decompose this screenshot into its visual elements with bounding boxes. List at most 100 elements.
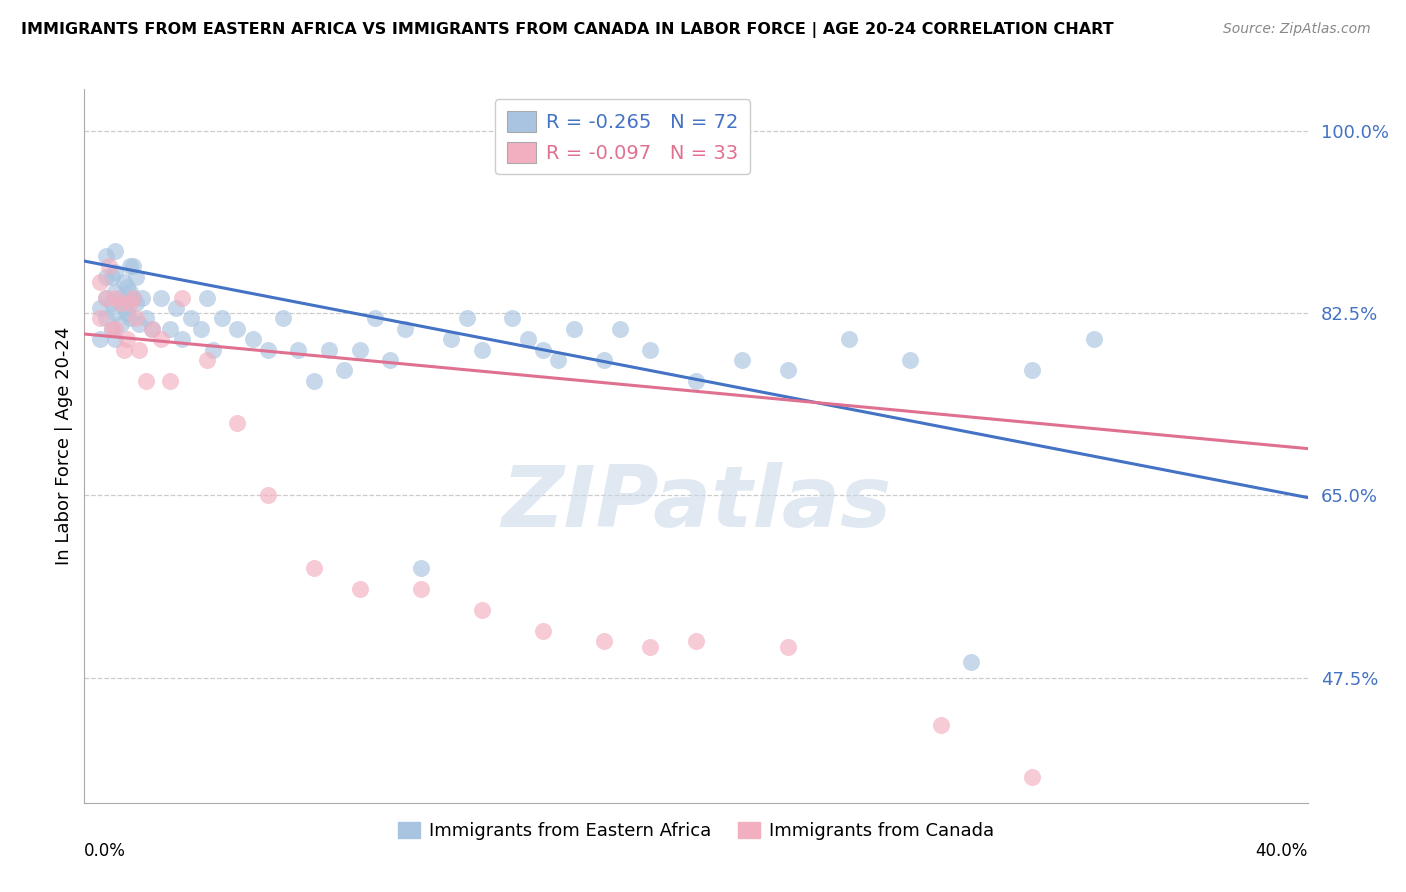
Point: [471, 603, 494, 617]
Point: [349, 582, 371, 597]
Point: [349, 343, 371, 357]
Point: [929, 717, 952, 731]
Point: [547, 353, 569, 368]
Point: [110, 295, 132, 310]
Point: [531, 343, 554, 357]
Point: [120, 311, 142, 326]
Point: [211, 311, 233, 326]
Point: [94, 291, 117, 305]
Point: [122, 291, 145, 305]
Point: [115, 332, 138, 346]
Point: [89, 301, 111, 315]
Point: [110, 291, 132, 305]
Point: [104, 244, 127, 258]
Point: [380, 353, 402, 368]
Point: [89, 311, 111, 326]
Point: [440, 332, 463, 346]
Point: [104, 291, 127, 305]
Point: [115, 280, 138, 294]
Point: [128, 317, 150, 331]
Point: [257, 488, 280, 502]
Point: [364, 311, 387, 326]
Point: [122, 260, 145, 274]
Point: [149, 291, 172, 305]
Point: [409, 561, 432, 575]
Point: [141, 322, 163, 336]
Point: [318, 343, 340, 357]
Point: [201, 343, 224, 357]
Point: [104, 332, 127, 346]
Point: [456, 311, 478, 326]
Point: [195, 353, 218, 368]
Point: [593, 634, 616, 648]
Point: [112, 301, 135, 315]
Point: [531, 624, 554, 638]
Point: [112, 275, 135, 289]
Point: [94, 311, 117, 326]
Point: [89, 275, 111, 289]
Point: [104, 306, 127, 320]
Point: [131, 291, 153, 305]
Point: [94, 291, 117, 305]
Point: [120, 260, 142, 274]
Point: [125, 295, 148, 310]
Y-axis label: In Labor Force | Age 20-24: In Labor Force | Age 20-24: [55, 326, 73, 566]
Point: [394, 322, 416, 336]
Point: [271, 311, 294, 326]
Point: [502, 311, 524, 326]
Point: [135, 311, 157, 326]
Point: [89, 332, 111, 346]
Point: [165, 301, 187, 315]
Point: [101, 295, 124, 310]
Point: [226, 322, 249, 336]
Text: Source: ZipAtlas.com: Source: ZipAtlas.com: [1223, 22, 1371, 37]
Point: [302, 374, 325, 388]
Point: [731, 353, 754, 368]
Point: [776, 640, 799, 654]
Point: [242, 332, 264, 346]
Point: [159, 374, 181, 388]
Point: [838, 332, 860, 346]
Point: [685, 634, 707, 648]
Legend: Immigrants from Eastern Africa, Immigrants from Canada: Immigrants from Eastern Africa, Immigran…: [391, 814, 1001, 847]
Point: [110, 317, 132, 331]
Point: [115, 306, 138, 320]
Point: [120, 295, 142, 310]
Point: [141, 322, 163, 336]
Point: [190, 322, 212, 336]
Point: [287, 343, 309, 357]
Point: [172, 332, 194, 346]
Point: [172, 291, 194, 305]
Point: [638, 343, 661, 357]
Point: [409, 582, 432, 597]
Point: [226, 416, 249, 430]
Point: [516, 332, 538, 346]
Point: [685, 374, 707, 388]
Point: [104, 285, 127, 300]
Point: [257, 343, 280, 357]
Point: [101, 322, 124, 336]
Point: [195, 291, 218, 305]
Point: [104, 264, 127, 278]
Point: [112, 343, 135, 357]
Point: [125, 311, 148, 326]
Point: [1021, 770, 1043, 784]
Point: [97, 260, 120, 274]
Point: [1083, 332, 1105, 346]
Text: 0.0%: 0.0%: [84, 842, 127, 860]
Point: [149, 332, 172, 346]
Point: [94, 269, 117, 284]
Point: [471, 343, 494, 357]
Point: [94, 249, 117, 263]
Point: [333, 363, 356, 377]
Text: IMMIGRANTS FROM EASTERN AFRICA VS IMMIGRANTS FROM CANADA IN LABOR FORCE | AGE 20: IMMIGRANTS FROM EASTERN AFRICA VS IMMIGR…: [21, 22, 1114, 38]
Point: [128, 343, 150, 357]
Point: [104, 322, 127, 336]
Point: [120, 285, 142, 300]
Point: [135, 374, 157, 388]
Point: [638, 640, 661, 654]
Point: [609, 322, 631, 336]
Point: [101, 269, 124, 284]
Point: [562, 322, 585, 336]
Point: [101, 322, 124, 336]
